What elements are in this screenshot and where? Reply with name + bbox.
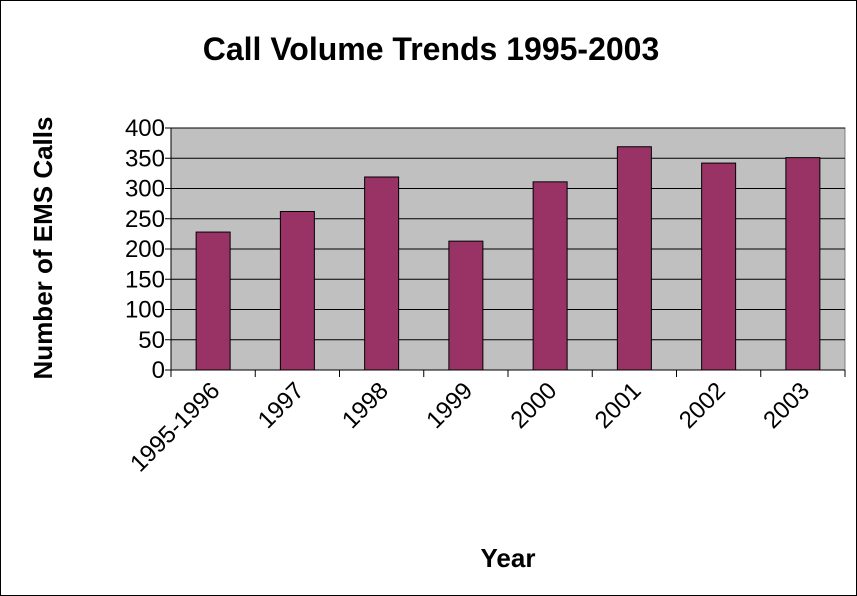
x-axis-title: Year: [481, 543, 536, 573]
x-tick-label: 1998: [337, 377, 394, 434]
y-tick-label: 300: [125, 176, 165, 203]
bar: [364, 176, 400, 371]
x-tick-label: 2001: [590, 377, 647, 434]
bar: [701, 162, 737, 371]
bar: [195, 231, 231, 371]
y-tick-label: 0: [152, 357, 165, 384]
x-tick-label: 2003: [758, 377, 815, 434]
x-tick-label: 2002: [674, 377, 731, 434]
x-tick-label: 1999: [421, 377, 478, 434]
plot-area: [165, 127, 846, 371]
y-tick-label: 200: [125, 236, 165, 263]
x-tick-label: 2000: [506, 377, 563, 434]
x-tick-label: 1995-1996: [125, 377, 225, 477]
bar: [532, 181, 568, 371]
y-tick-label: 350: [125, 145, 165, 172]
bar: [279, 210, 315, 371]
y-tick-labels: 0 50 100 150 200 250 300 350 400: [125, 115, 165, 384]
x-tick-labels: 1995-1996 1997 1998 1999 2000 2001 2002 2003: [125, 377, 815, 477]
y-tick-label: 150: [125, 266, 165, 293]
chart-title: Call Volume Trends 1995-2003: [203, 31, 660, 67]
y-tick-label: 100: [125, 297, 165, 324]
x-tick-label: 1997: [253, 377, 310, 434]
bar: [785, 157, 821, 371]
axes: [170, 128, 846, 377]
y-tick-label: 400: [125, 115, 165, 142]
y-tick-label: 250: [125, 206, 165, 233]
bar: [448, 240, 484, 371]
y-axis-title: Number of EMS Calls: [28, 117, 58, 380]
y-tick-label: 50: [138, 327, 165, 354]
bar: [616, 146, 652, 371]
